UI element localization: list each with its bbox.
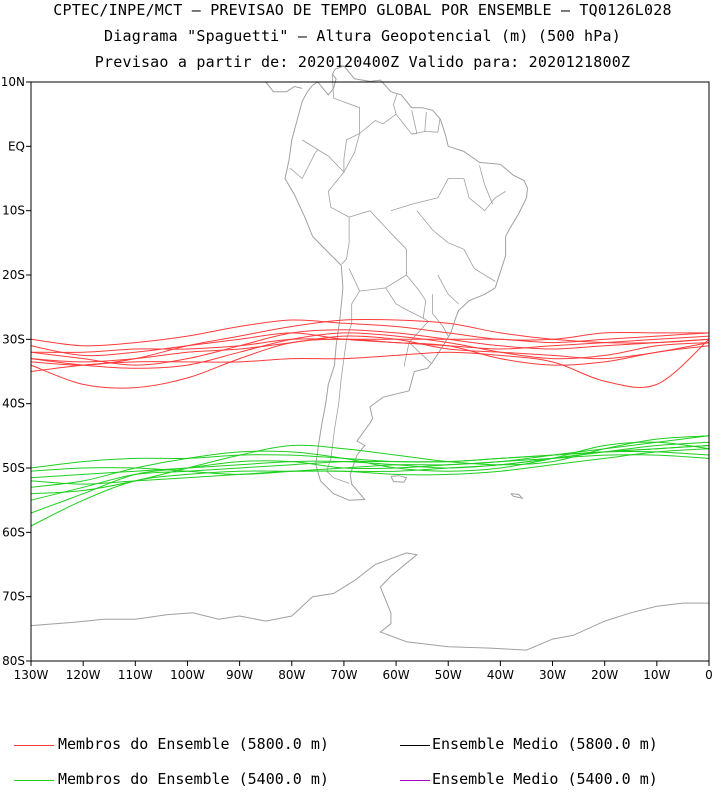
contour-5800-member-8 — [30, 318, 710, 366]
contour-5400-member-9 — [30, 454, 710, 475]
contour-5800-member-7 — [30, 338, 710, 388]
y-tick-label: EQ — [8, 139, 25, 153]
chart-title-line2: Diagrama "Spaguetti" — Altura Geopotenci… — [104, 27, 621, 45]
x-tick-label: 40W — [487, 668, 514, 682]
country-border — [404, 342, 410, 367]
contour-5400-member-8 — [30, 441, 710, 488]
y-tick-label: 10N — [1, 75, 25, 89]
members-5800-series — [30, 318, 710, 389]
contour-5800-member-3 — [30, 332, 710, 369]
country-border — [437, 274, 459, 305]
x-tick-label: 100W — [170, 668, 205, 682]
chart-title-line1: CPTEC/INPE/MCT — PREVISAO DE TEMPO GLOBA… — [53, 1, 672, 19]
country-border — [385, 274, 427, 319]
x-tick-label: 20W — [591, 668, 618, 682]
country-border — [289, 149, 319, 180]
y-tick-label: 50S — [2, 461, 25, 475]
legend-label-members-5800: Membros do Ensemble (5800.0 m) — [58, 735, 329, 753]
country-border — [463, 178, 506, 212]
legend-label-members-5400: Membros do Ensemble (5400.0 m) — [58, 770, 329, 788]
country-border — [448, 242, 496, 282]
x-tick-label: 120W — [66, 668, 101, 682]
chart-title-line3: Previsao a partir de: 2020120400Z Valido… — [94, 53, 631, 71]
legend-swatch-members-5800 — [14, 745, 54, 746]
x-tick-label: 80W — [278, 668, 305, 682]
x-tick-label: 70W — [330, 668, 357, 682]
y-tick-label: 40S — [2, 397, 25, 411]
country-border — [390, 178, 464, 212]
country-border — [343, 133, 360, 173]
country-border — [416, 210, 449, 244]
central-america-coastline — [265, 81, 303, 93]
country-border — [479, 165, 493, 205]
plot-frame — [30, 81, 710, 662]
y-tick-label: 60S — [2, 525, 25, 539]
contour-5400-member-6 — [30, 435, 710, 495]
y-tick-label: 30S — [2, 332, 25, 346]
contour-5800-member-2 — [30, 329, 710, 366]
south-america-coastline — [284, 65, 529, 501]
country-border — [301, 74, 360, 174]
x-tick-label: 50W — [435, 668, 462, 682]
legend-swatch-members-5400 — [14, 780, 54, 781]
south-georgia-coastline — [510, 493, 524, 500]
axes: 130W 120W 110W 100W 90W 80W 70W 60W 50W 40W 30W 20W… — [1, 75, 713, 682]
legend-swatch-mean-5400 — [400, 780, 430, 781]
country-border — [408, 317, 432, 364]
falklands-coastline — [390, 475, 408, 483]
country-border — [359, 93, 398, 134]
country-border — [395, 113, 441, 135]
contour-5800-member-9 — [30, 332, 710, 353]
legend-swatch-mean-5800 — [400, 745, 430, 746]
country-border — [411, 110, 418, 135]
legend-label-mean-5400: Ensemble Medio (5400.0 m) — [432, 770, 658, 788]
contour-5800-member-4 — [30, 338, 710, 389]
y-tick-label: 20S — [2, 268, 25, 282]
x-tick-label: 130W — [14, 668, 49, 682]
y-tick-label: 80S — [2, 654, 25, 668]
y-tick-label: 70S — [2, 590, 25, 604]
members-5400-series — [30, 435, 710, 527]
x-tick-label: 110W — [118, 668, 153, 682]
contour-5800-member-5 — [30, 319, 709, 347]
country-border — [348, 210, 407, 292]
y-tick-label: 10S — [2, 204, 25, 218]
country-border — [432, 294, 449, 337]
country-border — [327, 171, 350, 265]
x-tick-label: 10W — [643, 668, 670, 682]
legend-label-mean-5800: Ensemble Medio (5800.0 m) — [432, 735, 658, 753]
x-tick-label: 90W — [226, 668, 253, 682]
x-tick-label: 30W — [539, 668, 566, 682]
x-tick-label: 0 — [705, 668, 713, 682]
contour-5400-member-5 — [30, 451, 710, 469]
country-border — [424, 112, 427, 132]
antarctic-peninsula-coastline — [30, 552, 709, 651]
x-tick-label: 60W — [383, 668, 410, 682]
